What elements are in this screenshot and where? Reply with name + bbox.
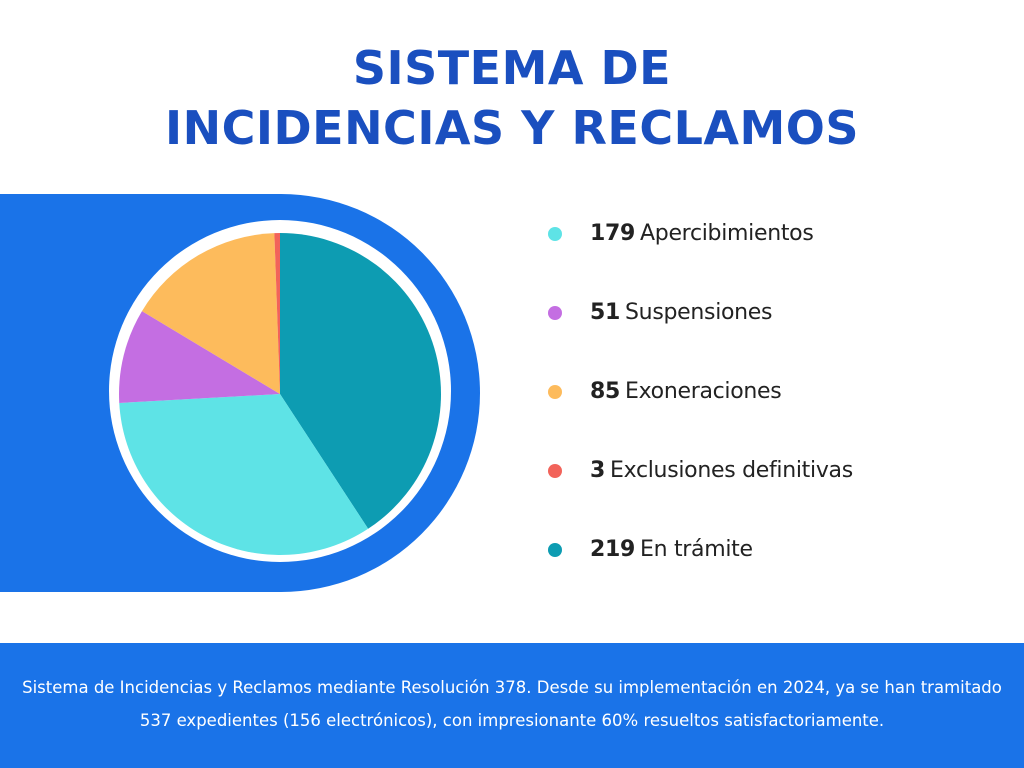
pie-slice-suspensiones bbox=[119, 311, 280, 403]
legend-label: Apercibimientos bbox=[640, 221, 814, 246]
legend-value: 85 bbox=[590, 379, 621, 404]
footer-description: Sistema de Incidencias y Reclamos median… bbox=[22, 678, 1002, 730]
footer-banner: Sistema de Incidencias y Reclamos median… bbox=[0, 643, 1024, 768]
pie-chart bbox=[119, 233, 441, 555]
legend-item: 85 Exoneraciones bbox=[548, 371, 1008, 450]
legend-item: 3 Exclusiones definitivas bbox=[548, 450, 1008, 529]
legend-dot-en-tramite bbox=[548, 543, 562, 557]
title-line-2: INCIDENCIAS Y RECLAMOS bbox=[164, 101, 860, 155]
legend-item: 51 Suspensiones bbox=[548, 292, 1008, 371]
pie-slice-exclusiones-definitivas bbox=[274, 233, 280, 394]
legend-item: 219 En trámite bbox=[548, 529, 1008, 608]
legend-label: En trámite bbox=[640, 537, 753, 562]
legend-value: 179 bbox=[590, 221, 636, 246]
legend-dot-exclusiones bbox=[548, 464, 562, 478]
title-line-1: SISTEMA DE bbox=[352, 41, 672, 95]
pie-slice-apercibimientos bbox=[119, 394, 369, 555]
legend-label: Exoneraciones bbox=[625, 379, 782, 404]
legend-value: 219 bbox=[590, 537, 636, 562]
legend-dot-exoneraciones bbox=[548, 385, 562, 399]
legend-label: Suspensiones bbox=[625, 300, 773, 325]
pie-slice-exoneraciones bbox=[142, 233, 280, 394]
legend-item: 179 Apercibimientos bbox=[548, 213, 1008, 292]
legend-value: 3 bbox=[590, 458, 606, 483]
legend-dot-suspensiones bbox=[548, 306, 562, 320]
legend-label: Exclusiones definitivas bbox=[610, 458, 853, 483]
legend-value: 51 bbox=[590, 300, 621, 325]
page-title: SISTEMA DE INCIDENCIAS Y RECLAMOS bbox=[0, 38, 1024, 158]
legend-dot-apercibimientos bbox=[548, 227, 562, 241]
pie-slice-en-tr-mite bbox=[280, 233, 441, 529]
chart-legend: 179 Apercibimientos 51 Suspensiones 85 Exon… bbox=[548, 213, 1008, 608]
